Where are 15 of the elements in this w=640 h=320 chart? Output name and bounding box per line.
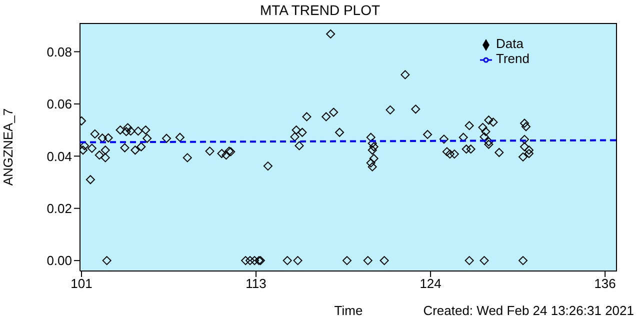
y-tick-label: 0.00 [46, 253, 72, 268]
x-tick-label: 101 [70, 276, 92, 292]
y-tick-label: 0.04 [46, 148, 72, 164]
text: Created: Wed Feb 24 13:26:31 2021 [423, 303, 634, 318]
legend-label: Data [496, 36, 524, 51]
x-tick-label: 136 [594, 276, 616, 292]
y-tick-label: 0.02 [46, 200, 72, 216]
chart-title: MTA TREND PLOT [258, 2, 382, 18]
y-tick-label: 0.08 [46, 44, 72, 60]
legend-label: Trend [496, 51, 530, 66]
x-axis-title: Time [334, 303, 363, 318]
x-tick-label: 124 [420, 276, 442, 292]
y-tick-label: 0.06 [46, 96, 72, 112]
x-tick-label: 113 [246, 276, 266, 292]
y-axis-title: ANGZNEA_7 [0, 108, 16, 186]
